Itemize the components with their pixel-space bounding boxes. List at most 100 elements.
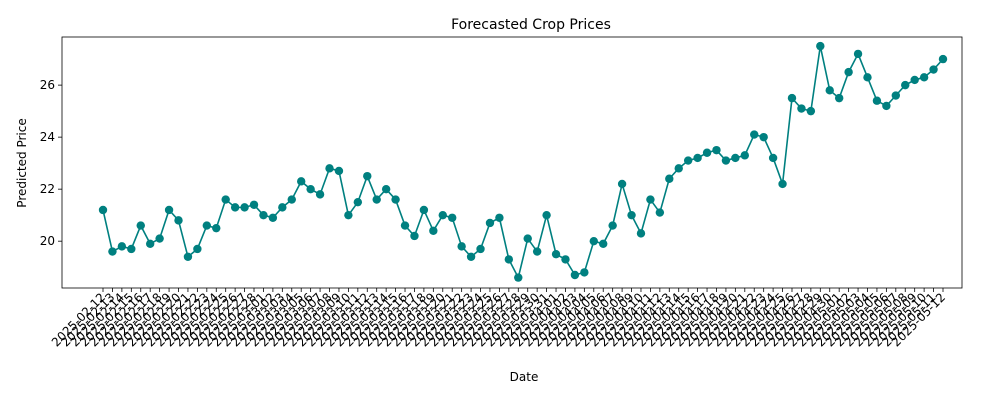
x-axis: 2025-02-122025-02-132025-02-142025-02-15… — [49, 288, 948, 349]
data-point — [344, 210, 353, 220]
data-point — [127, 244, 136, 254]
data-point — [476, 244, 485, 254]
data-point — [183, 252, 193, 261]
data-point — [561, 255, 570, 264]
data-point — [712, 145, 721, 155]
data-point — [919, 73, 929, 82]
data-point — [863, 73, 872, 82]
data-point — [542, 210, 551, 220]
data-point — [627, 210, 636, 220]
data-point — [391, 195, 400, 204]
data-point — [98, 205, 108, 215]
data-point — [759, 132, 768, 142]
price-line — [102, 45, 944, 280]
data-point — [599, 239, 608, 248]
data-point — [693, 153, 702, 163]
data-point — [174, 216, 183, 225]
data-point — [117, 242, 127, 251]
data-point — [278, 203, 287, 212]
data-point — [514, 273, 523, 282]
data-point — [608, 221, 617, 230]
data-point — [834, 93, 844, 103]
data-point — [825, 86, 834, 95]
data-point — [438, 210, 447, 220]
data-point — [750, 130, 759, 139]
data-point — [155, 234, 164, 243]
data-point — [910, 75, 919, 85]
data-point — [259, 210, 268, 220]
data-point — [457, 242, 466, 251]
data-point — [108, 247, 117, 256]
data-point — [495, 213, 504, 222]
data-point — [872, 96, 882, 105]
data-point — [466, 252, 476, 261]
y-axis: 20 22 24 26 — [40, 78, 62, 248]
data-point — [193, 244, 202, 254]
data-point — [410, 231, 419, 241]
data-point — [297, 177, 306, 186]
data-point — [325, 164, 334, 173]
data-point — [806, 106, 816, 116]
data-point — [665, 174, 674, 183]
data-point — [844, 67, 853, 77]
data-point — [136, 221, 145, 230]
data-point — [381, 184, 391, 194]
data-point — [287, 195, 296, 204]
data-point — [353, 197, 363, 207]
data-point — [580, 268, 589, 277]
data-point — [485, 218, 495, 228]
data-point — [504, 255, 514, 264]
data-point — [929, 65, 938, 74]
data-point — [419, 205, 429, 215]
data-point — [240, 203, 249, 212]
data-point — [646, 195, 655, 204]
data-point — [372, 195, 381, 204]
data-point — [797, 104, 806, 113]
data-point — [551, 249, 561, 259]
data-point — [570, 270, 580, 280]
data-point — [212, 223, 221, 233]
y-tick-label: 20 — [40, 234, 55, 248]
data-point — [164, 205, 174, 215]
data-point — [768, 153, 778, 163]
plot-frame — [61, 36, 963, 289]
data-point — [532, 247, 542, 256]
y-axis-title: Predicted Price — [15, 118, 29, 207]
data-point — [202, 221, 212, 230]
data-point — [268, 213, 278, 222]
data-point — [674, 164, 683, 173]
data-point — [853, 49, 863, 59]
data-point — [429, 226, 438, 235]
data-point — [731, 153, 740, 163]
data-point — [891, 91, 901, 100]
y-tick-label: 22 — [40, 182, 55, 196]
data-point — [230, 203, 240, 212]
data-point — [655, 208, 665, 217]
y-tick-label: 24 — [40, 130, 55, 144]
data-point — [740, 151, 749, 160]
data-point — [523, 234, 532, 243]
data-point — [589, 236, 598, 246]
data-point — [448, 213, 457, 222]
chart-title: Forecasted Crop Prices — [451, 17, 611, 33]
data-point — [306, 184, 315, 194]
data-point — [363, 171, 372, 181]
data-point — [778, 179, 787, 189]
data-point — [221, 195, 230, 204]
x-axis-title: Date — [510, 370, 539, 384]
data-point — [249, 200, 259, 209]
y-tick-label: 26 — [40, 78, 55, 92]
data-point — [636, 229, 646, 238]
data-point — [938, 54, 948, 64]
data-point — [400, 221, 410, 230]
data-point — [702, 148, 712, 157]
series-line — [102, 45, 944, 280]
data-point — [145, 239, 155, 248]
series-points — [98, 41, 948, 282]
data-point — [882, 101, 891, 111]
data-point — [315, 190, 325, 199]
data-point — [787, 93, 797, 103]
data-point — [721, 156, 731, 165]
data-point — [901, 80, 910, 90]
